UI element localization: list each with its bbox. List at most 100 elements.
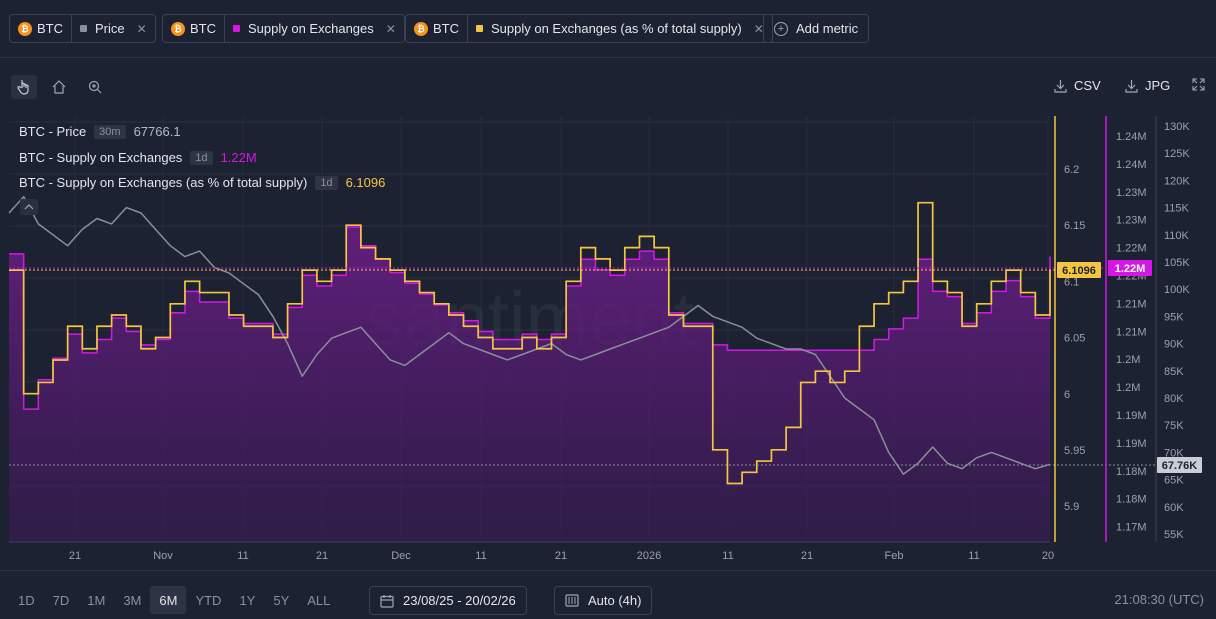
supply-tick-label: 1.23M (1116, 215, 1147, 227)
x-tick-label: Dec (391, 550, 411, 562)
interval-selector[interactable]: Auto (4h) (554, 586, 653, 615)
asset-selector[interactable]: ₿ BTC (10, 15, 71, 42)
price-tick-label: 100K (1164, 284, 1190, 296)
x-tick-label: 21 (316, 550, 328, 562)
price-tick-label: 85K (1164, 366, 1184, 378)
chevron-up-icon (24, 204, 34, 210)
supply-tick-label: 1.17M (1116, 522, 1147, 534)
chart-series (8, 195, 1156, 542)
cursor-tool[interactable] (11, 75, 37, 99)
supply-tick-label: 1.21M (1116, 326, 1147, 338)
price-tick-label: 105K (1164, 257, 1190, 269)
price-tick-label: 70K (1164, 447, 1184, 459)
metric-bar: ₿ BTC Price ✕ ₿ BTC Supply on Exchanges ✕ ₿ B… (0, 0, 1216, 58)
range-button-6m[interactable]: 6M (150, 586, 187, 614)
x-tick-label: 20 (1042, 550, 1054, 562)
home-icon (52, 80, 66, 94)
price-tick-label: 55K (1164, 529, 1184, 541)
pct-tick-label: 5.95 (1064, 445, 1085, 457)
price-line (8, 195, 1051, 475)
supply-tick-label: 1.24M (1116, 159, 1147, 171)
x-tick-label: Feb (885, 550, 904, 562)
bitcoin-icon: ₿ (414, 21, 428, 36)
legend-item-price: BTC - Price 30m 67766.1 (19, 124, 181, 139)
price-tick-label: 130K (1164, 121, 1190, 133)
supply-area (9, 227, 1050, 542)
metric-chip-supply[interactable]: ₿ BTC Supply on Exchanges ✕ (162, 14, 405, 43)
pct-tick-label: 6 (1064, 389, 1070, 401)
pct-tick-label: 6.2 (1064, 164, 1079, 176)
supply-tick-label: 1.21M (1116, 298, 1147, 310)
x-tick-label: 21 (801, 550, 813, 562)
metric-chip-supply-pct[interactable]: ₿ BTC Supply on Exchanges (as % of total … (405, 14, 773, 43)
bitcoin-icon: ₿ (18, 21, 32, 36)
chart-area[interactable]: santiment 6.26.156.16.0565.955.91.24M1.2… (0, 0, 1216, 570)
candles-icon (565, 594, 579, 607)
fullscreen-button[interactable] (1192, 78, 1212, 91)
home-tool[interactable] (46, 75, 72, 99)
price-tick-label: 60K (1164, 502, 1184, 514)
supply-tick-label: 1.19M (1116, 410, 1147, 422)
range-button-7d[interactable]: 7D (52, 592, 70, 608)
pct-current-badge: 6.1096 (1062, 265, 1096, 277)
hand-pointer-icon (17, 80, 29, 95)
bitcoin-icon: ₿ (171, 21, 185, 36)
price-tick-label: 75K (1164, 420, 1184, 432)
x-tick-label: 11 (722, 550, 733, 562)
supply-tick-label: 1.24M (1116, 131, 1147, 143)
jpg-download-button[interactable]: JPG (1125, 78, 1170, 93)
range-button-all[interactable]: ALL (307, 592, 331, 608)
close-icon[interactable]: ✕ (385, 21, 396, 36)
pct-tick-label: 6.05 (1064, 333, 1085, 345)
range-button-1m[interactable]: 1M (87, 592, 106, 608)
supply-tick-label: 1.18M (1116, 466, 1147, 478)
price-tick-label: 125K (1164, 148, 1190, 160)
supply-tick-label: 1.2M (1116, 354, 1140, 366)
supply-pct-line (9, 201, 1051, 485)
x-tick-label: 11 (968, 550, 979, 562)
supply-tick-label: 1.23M (1116, 187, 1147, 199)
pct-current-badge-bg (1057, 262, 1101, 278)
chart-axes: 6.2 6.15 6.1 6.05 6 5.95 5.9 1.24M 1.24M 1.23M 1.2… (9, 116, 1202, 562)
price-current-badge: 67.76K (1162, 460, 1198, 472)
x-tick-label: 21 (69, 550, 81, 562)
asset-selector[interactable]: ₿ BTC (406, 15, 467, 42)
range-button-1y[interactable]: 1Y (239, 592, 256, 608)
metric-chip-price[interactable]: ₿ BTC Price ✕ (9, 14, 156, 43)
supply-tick-label: 1.2M (1116, 382, 1140, 394)
price-tick-label: 95K (1164, 311, 1184, 323)
close-icon[interactable]: ✕ (136, 21, 147, 36)
csv-download-button[interactable]: CSV (1054, 78, 1101, 93)
utc-clock: 21:08:30 (UTC) (1114, 592, 1204, 607)
plus-icon: + (774, 21, 788, 36)
price-tick-label: 120K (1164, 175, 1190, 187)
metric-selector[interactable]: Supply on Exchanges ✕ (224, 15, 404, 42)
range-button-ytd[interactable]: YTD (195, 592, 222, 608)
range-selector: 1D 7D 1M 3M 6M YTD 1Y 5Y ALL (9, 586, 339, 614)
x-tick-label: 21 (555, 550, 567, 562)
range-button-5y[interactable]: 5Y (273, 592, 290, 608)
x-tick-label: 2026 (637, 550, 661, 562)
range-button-3m[interactable]: 3M (123, 592, 142, 608)
supply-current-badge: 1.22M (1115, 263, 1146, 275)
legend-item-supply-pct: BTC - Supply on Exchanges (as % of total… (19, 175, 386, 190)
zoom-tool[interactable] (82, 75, 108, 99)
pct-tick-label: 6.1 (1064, 276, 1079, 288)
date-range-picker[interactable]: 23/08/25 - 20/02/26 (369, 586, 527, 615)
zoom-in-icon (88, 80, 102, 94)
price-tick-label: 115K (1164, 203, 1190, 215)
close-icon[interactable]: ✕ (753, 21, 764, 36)
range-button-1d[interactable]: 1D (18, 592, 35, 608)
supply-current-badge-bg (1108, 260, 1152, 276)
pct-tick-label: 6.15 (1064, 220, 1085, 232)
metric-selector[interactable]: Price ✕ (71, 15, 155, 42)
metric-selector[interactable]: Supply on Exchanges (as % of total suppl… (467, 15, 772, 42)
supply-tick-label: 1.22M (1116, 243, 1147, 255)
asset-selector[interactable]: ₿ BTC (163, 15, 224, 42)
download-icon (1054, 79, 1067, 93)
legend-item-supply: BTC - Supply on Exchanges 1d 1.22M (19, 150, 257, 165)
pct-tick-label: 5.9 (1064, 501, 1079, 513)
price-tick-label: 90K (1164, 339, 1184, 351)
add-metric-button[interactable]: + Add metric (763, 14, 870, 43)
supply-tick-label: 1.18M (1116, 494, 1147, 506)
